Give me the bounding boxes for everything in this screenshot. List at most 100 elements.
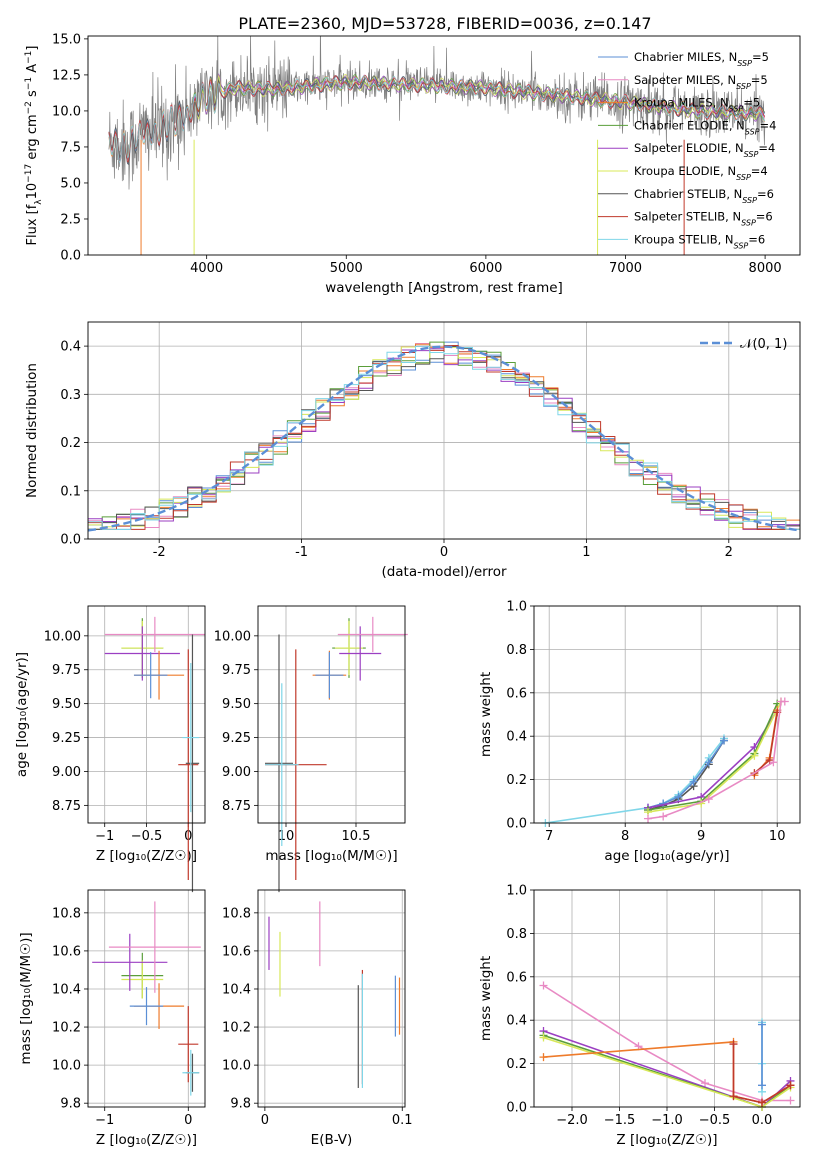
mass-weight-series-line (647, 703, 778, 811)
y-label-part: −1 (24, 51, 34, 64)
y-tick-label: 8.75 (222, 799, 251, 814)
y-tick-label: 0.0 (506, 1101, 527, 1116)
mass-weight-marker (539, 981, 548, 990)
y-label-part: s (25, 90, 40, 101)
mass-weight-series-line (647, 740, 725, 811)
y-tick-label: 8.75 (52, 799, 81, 814)
y-tick-label: 10.0 (222, 1059, 251, 1074)
y-tick-label: 9.50 (222, 697, 251, 712)
y-tick-label: 9.25 (222, 731, 251, 746)
mass-weight-marker (644, 814, 652, 823)
observed-spectrum-line (108, 36, 766, 190)
legend-label-part: Kroupa MILES, N (634, 96, 729, 110)
histogram-step (88, 345, 800, 530)
x-tick-label: 0 (184, 1113, 192, 1128)
x-axis-label: Z [log₁₀(Z/Z☉)] (616, 1132, 717, 1148)
legend-label-normal: 𝒩(0, 1) (740, 337, 787, 352)
axes-frame (533, 889, 801, 1108)
mass-weight-series-line (647, 740, 725, 809)
legend-label: Kroupa ELODIE, NSSP=4 (634, 164, 768, 182)
y-label-part: −17 (24, 164, 34, 183)
mass-weight-series-line (647, 701, 782, 813)
y-label-part: −2 (24, 101, 34, 114)
mass-weight-marker (539, 1053, 548, 1062)
x-tick-label: −0.5 (699, 1113, 731, 1128)
y-tick-label: 10.4 (222, 982, 251, 997)
y-tick-label: 0.6 (506, 970, 527, 985)
mass-weight-marker (674, 792, 683, 801)
model-spectrum-line (108, 75, 766, 164)
x-tick-label: -1 (295, 545, 308, 560)
model-spectrum-line (192, 74, 765, 121)
x-tick-label: −2.0 (556, 1113, 588, 1128)
x-tick-label: −0.5 (131, 829, 163, 844)
mass-weight-series-line (732, 1044, 791, 1104)
axes-frame (257, 889, 406, 1108)
legend-label-part: SSP (741, 218, 756, 227)
histogram-plot (88, 341, 800, 532)
y-tick-label: 10.8 (222, 906, 251, 921)
x-tick-label: 0.1 (392, 1113, 413, 1128)
axes-frame (87, 35, 801, 256)
y-tick-label: 9.25 (52, 731, 81, 746)
x-tick-label: −1.5 (604, 1113, 636, 1128)
y-axis-label: Normed distribution (24, 363, 40, 498)
panel-massweight-vs-age: 7 8 9 10 0.0 0.2 0.4 0.6 0.8 1.0 age [log₁₀(age/yr… (478, 600, 801, 864)
legend-label-part: Salpeter STELIB, N (634, 210, 741, 224)
y-tick-label: 0.6 (506, 686, 527, 701)
x-axis-label: (data-model)/error (381, 564, 507, 580)
y-axis-label: mass [log₁₀(M/M☉)] (18, 932, 34, 1064)
y-tick-label: 10.0 (52, 1059, 81, 1074)
legend-label-part: =4 (758, 141, 775, 155)
y-tick-label: 0.3 (60, 388, 81, 403)
y-label-part: ] (25, 46, 40, 51)
legend-label: Salpeter STELIB, NSSP=6 (634, 210, 773, 228)
panel-massweight-vs-z: −2.0 −1.5 −1.0 −0.5 0.0 0.0 0.2 0.4 0.6 0.8 1.0 Z [… (478, 884, 801, 1148)
y-tick-label: 9.75 (52, 663, 81, 678)
legend-label-part: =6 (748, 232, 765, 246)
y-tick-label: 10.00 (44, 629, 81, 644)
x-tick-label: 9 (697, 829, 705, 844)
mass-weight-marker (701, 1079, 709, 1088)
y-tick-label: 0.4 (506, 1014, 527, 1029)
y-tick-label: 1.0 (506, 600, 527, 615)
mass-weight-marker (729, 1092, 738, 1101)
legend-label-part: Kroupa STELIB, N (634, 232, 734, 246)
x-tick-label: 5000 (330, 261, 363, 276)
y-tick-label: 0.2 (506, 773, 527, 788)
legend-label: Chabrier ELODIE, NSSP=4 (634, 118, 776, 136)
y-tick-label: 0.4 (60, 340, 81, 355)
x-tick-label: 0 (440, 545, 448, 560)
spectrum-plot (108, 36, 766, 255)
y-tick-label: 9.8 (230, 1097, 251, 1112)
x-tick-label: 8 (621, 829, 629, 844)
legend-label-part: SSP (737, 59, 752, 68)
legend-label-part: SSP (736, 173, 751, 182)
x-axis-label: mass [log₁₀(M/M☉)] (265, 848, 397, 864)
y-tick-label: 9.50 (52, 697, 81, 712)
y-tick-label: 2.5 (60, 212, 81, 227)
x-tick-label: −1.0 (651, 1113, 683, 1128)
y-tick-label: 0.1 (60, 484, 81, 499)
x-tick-label: 10 (769, 829, 786, 844)
axes-frame (257, 605, 406, 824)
mass-weight-marker (786, 1081, 795, 1090)
x-tick-label: 2 (725, 545, 733, 560)
y-tick-label: 10.2 (222, 1021, 251, 1036)
axes-frame (533, 605, 801, 824)
x-tick-label: −1 (95, 829, 114, 844)
legend-label: Salpeter MILES, NSSP=5 (634, 73, 768, 91)
legend-label-part: =4 (751, 164, 768, 178)
mass-weight-marker (704, 758, 713, 767)
legend-label-part: =4 (760, 118, 777, 132)
x-tick-label: 4000 (190, 261, 223, 276)
legend-label: Kroupa MILES, NSSP=5 (634, 96, 760, 114)
mass-weight-marker (704, 795, 713, 804)
y-label-part: λ (34, 199, 44, 205)
model-spectrum-line (192, 73, 765, 122)
y-tick-label: 10.6 (222, 944, 251, 959)
legend-label-part: =6 (757, 187, 774, 201)
mass-weight-marker (720, 736, 728, 745)
